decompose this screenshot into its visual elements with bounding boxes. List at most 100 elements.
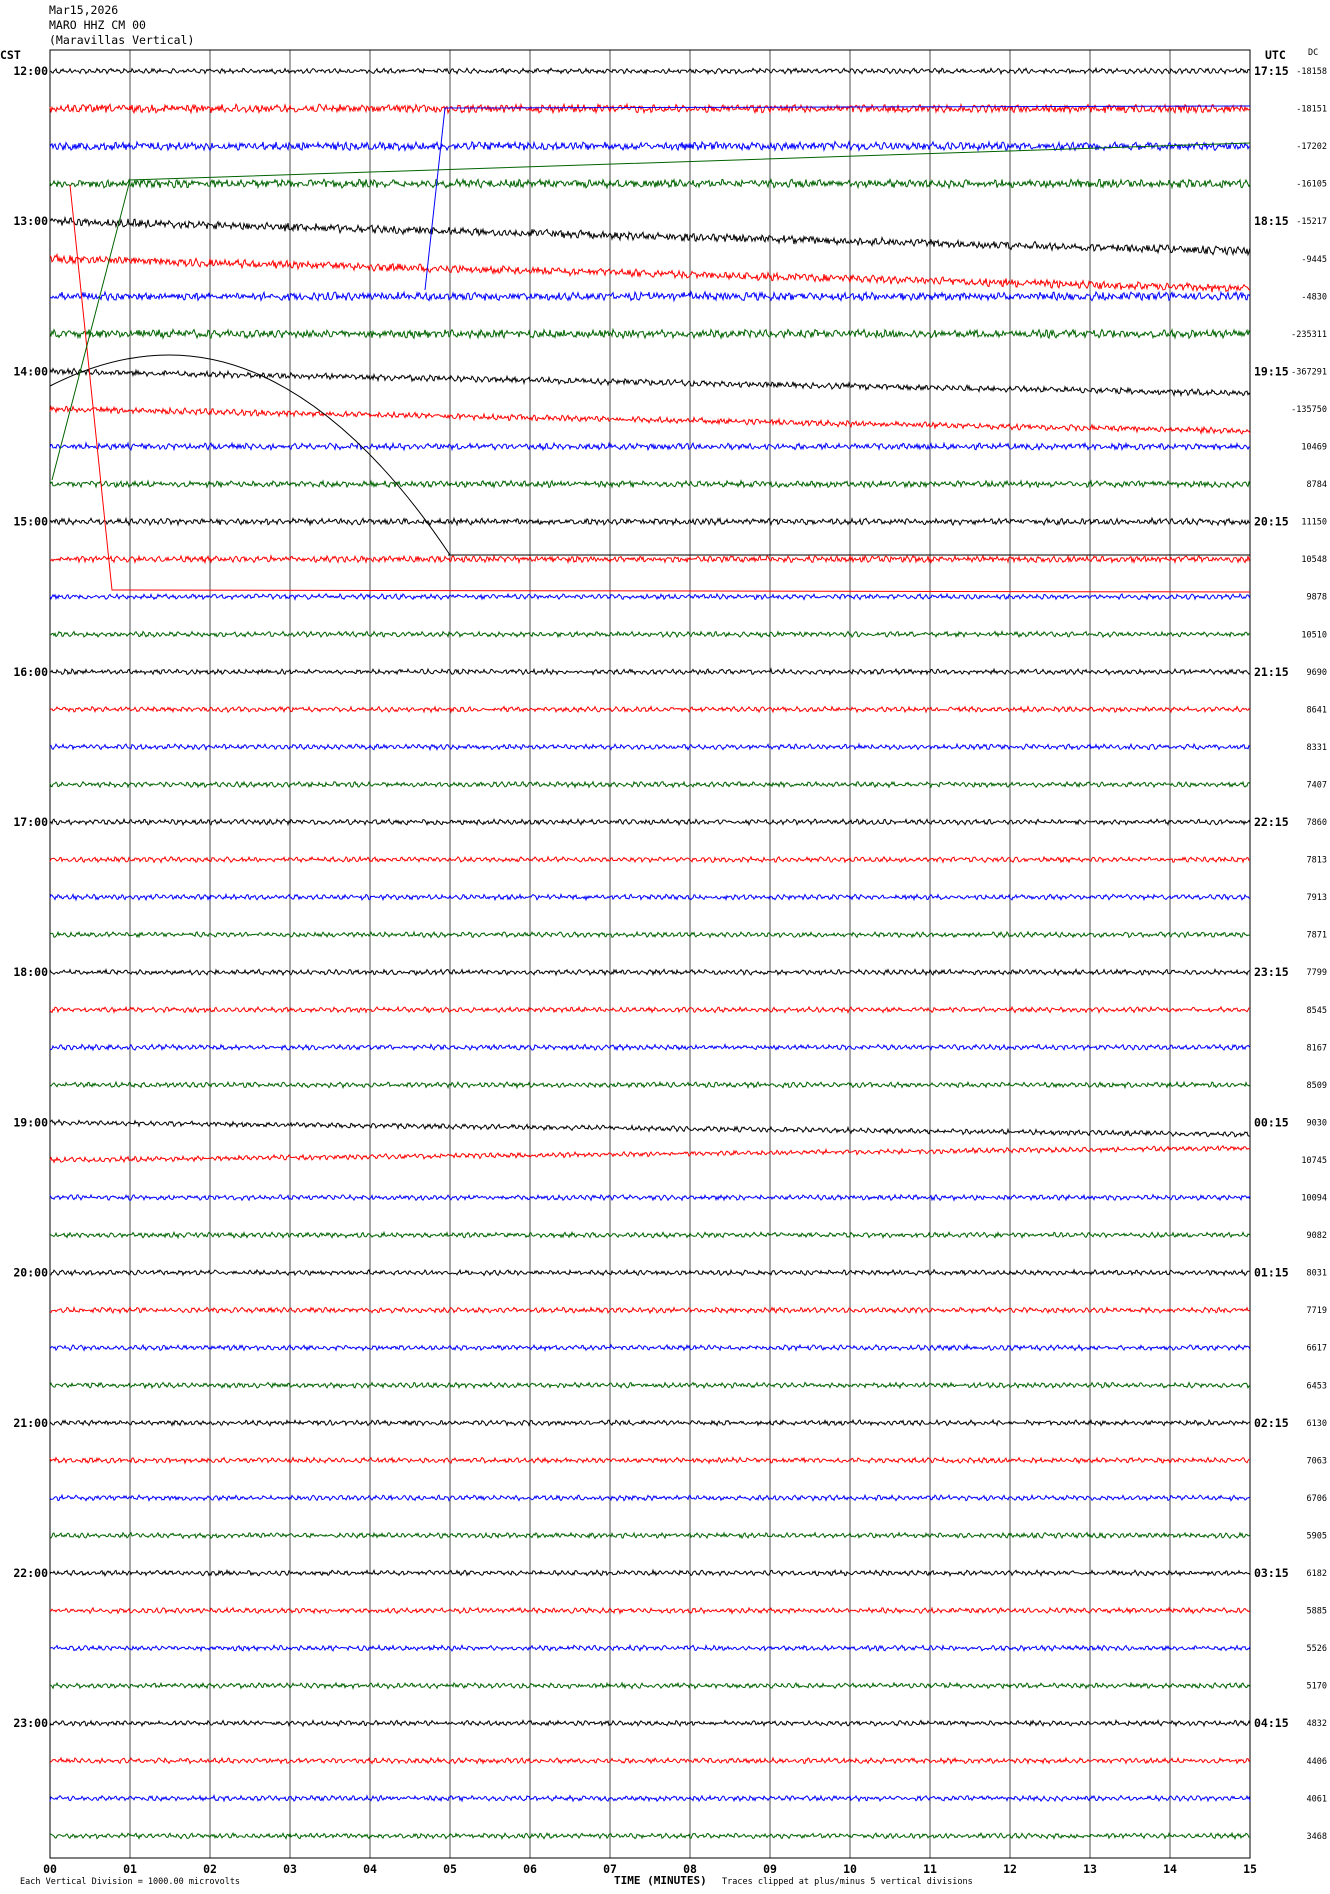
dc-offset-label: 8031 (1307, 1269, 1327, 1279)
dc-offset-label: 6182 (1307, 1569, 1327, 1579)
seismic-trace (49, 1343, 1251, 1353)
drift-artifact-black (49, 354, 451, 556)
seismic-trace (49, 1193, 1251, 1202)
dc-offset-label: 5526 (1307, 1644, 1327, 1654)
cst-hour-label: 21:00 (13, 1416, 48, 1430)
seismic-trace (49, 1080, 1251, 1090)
dc-offset-label: 5170 (1307, 1682, 1327, 1692)
dc-offset-label: 10094 (1301, 1194, 1327, 1204)
footer-left-note: Each Vertical Division = 1000.00 microvo… (20, 1877, 241, 1887)
dc-offset-label: 8331 (1307, 743, 1327, 753)
dc-offset-label: 8545 (1307, 1006, 1327, 1016)
cst-hour-label: 22:00 (13, 1566, 48, 1580)
dc-offset-label: 8641 (1307, 705, 1327, 715)
utc-hour-label: 18:15 (1254, 214, 1289, 228)
dc-offset-label: 6453 (1307, 1381, 1327, 1391)
cst-hour-label: 18:00 (13, 965, 48, 979)
seismic-trace (49, 140, 1251, 152)
dc-offset-label: 7719 (1307, 1306, 1327, 1316)
seismic-trace (49, 780, 1251, 789)
seismic-trace (49, 1568, 1251, 1578)
x-tick-label: 02 (203, 1862, 217, 1876)
dc-offset-label: 7813 (1307, 856, 1327, 866)
plot-frame (49, 49, 1251, 1859)
dc-offset-label: 11150 (1301, 518, 1327, 528)
seismic-trace (49, 177, 1251, 190)
dc-offset-label: -15217 (1296, 217, 1327, 227)
header-date: Mar15,2026 (49, 3, 119, 17)
seismic-trace (49, 1043, 1251, 1052)
seismic-trace (49, 1794, 1251, 1803)
seismic-trace (49, 1831, 1251, 1841)
dc-offset-label: 10510 (1301, 630, 1327, 640)
dc-offset-label: 10745 (1301, 1156, 1327, 1166)
seismic-trace (49, 66, 1251, 76)
seismic-trace (49, 930, 1251, 939)
seismic-trace (49, 1145, 1251, 1164)
seismic-trace (49, 1643, 1251, 1653)
dc-offset-label: 4061 (1307, 1794, 1327, 1804)
dc-offset-label: 4406 (1307, 1757, 1327, 1767)
utc-hour-label: 21:15 (1254, 665, 1289, 679)
cst-hour-label: 20:00 (13, 1266, 48, 1280)
dc-offset-label: 6706 (1307, 1494, 1327, 1504)
utc-hour-label: 04:15 (1254, 1716, 1289, 1730)
x-tick-label: 10 (843, 1862, 857, 1876)
utc-hour-label: 02:15 (1254, 1416, 1289, 1430)
seismic-trace (49, 742, 1251, 752)
dc-offset-label: -17202 (1296, 142, 1327, 152)
axis-labels: 00 01 02 03 04 05 06 07 08 09 10 11 12 13 14 15 -18158 -1… (13, 64, 1327, 1876)
footer-right-note: Traces clipped at plus/minus 5 vertical … (722, 1877, 973, 1887)
header-location: (Maravillas Vertical) (49, 33, 195, 47)
utc-axis-label: UTC (1265, 48, 1286, 62)
dc-offset-label: 4832 (1307, 1719, 1327, 1729)
seismic-trace (49, 1718, 1251, 1728)
seismic-trace (49, 1381, 1251, 1390)
dc-offset-label: -4830 (1301, 292, 1327, 302)
cst-hour-label: 12:00 (13, 64, 48, 78)
dc-offset-label: 9690 (1307, 668, 1327, 678)
dc-offset-label: -235311 (1291, 330, 1327, 340)
utc-hour-label: 22:15 (1254, 815, 1289, 829)
seismic-trace (49, 405, 1251, 436)
seismic-trace (49, 479, 1251, 489)
x-tick-label: 12 (1003, 1862, 1017, 1876)
dc-offset-label: 7871 (1307, 931, 1327, 941)
drift-artifact-green (51, 142, 1251, 481)
x-tick-label: 01 (123, 1862, 137, 1876)
x-tick-label: 14 (1163, 1862, 1177, 1876)
seismic-trace (49, 817, 1251, 827)
dc-offset-label: 3468 (1307, 1832, 1327, 1842)
seismic-trace (49, 553, 1251, 565)
seismic-trace (49, 1230, 1251, 1240)
x-tick-label: 08 (683, 1862, 697, 1876)
seismic-trace (49, 1005, 1251, 1015)
utc-hour-label: 19:15 (1254, 364, 1289, 378)
dc-offset-label: 6617 (1307, 1344, 1327, 1354)
drift-artifact-blue (424, 105, 1251, 291)
cst-hour-label: 23:00 (13, 1716, 48, 1730)
seismic-trace (49, 855, 1251, 864)
cst-axis-label: CST (0, 48, 21, 62)
dc-offset-label: -135750 (1291, 405, 1327, 415)
seismic-trace (49, 1418, 1251, 1427)
seismic-trace (49, 967, 1251, 977)
utc-hour-label: 23:15 (1254, 965, 1289, 979)
seismic-trace (49, 592, 1251, 601)
seismic-trace (49, 1681, 1251, 1690)
cst-hour-label: 15:00 (13, 515, 48, 529)
seismic-trace (49, 1531, 1251, 1540)
utc-hour-label: 00:15 (1254, 1115, 1289, 1129)
drift-artifact-red (69, 184, 1251, 593)
x-tick-label: 11 (923, 1862, 937, 1876)
x-axis-title: TIME (MINUTES) (614, 1874, 707, 1887)
seismic-trace (49, 1456, 1251, 1465)
dc-offset-label: 6130 (1307, 1419, 1327, 1429)
seismic-trace (49, 704, 1251, 714)
x-tick-label: 15 (1243, 1862, 1257, 1876)
cst-hour-label: 13:00 (13, 214, 48, 228)
cst-hour-label: 14:00 (13, 364, 48, 378)
seismic-trace (49, 1118, 1251, 1138)
dc-offset-label: 7799 (1307, 968, 1327, 978)
